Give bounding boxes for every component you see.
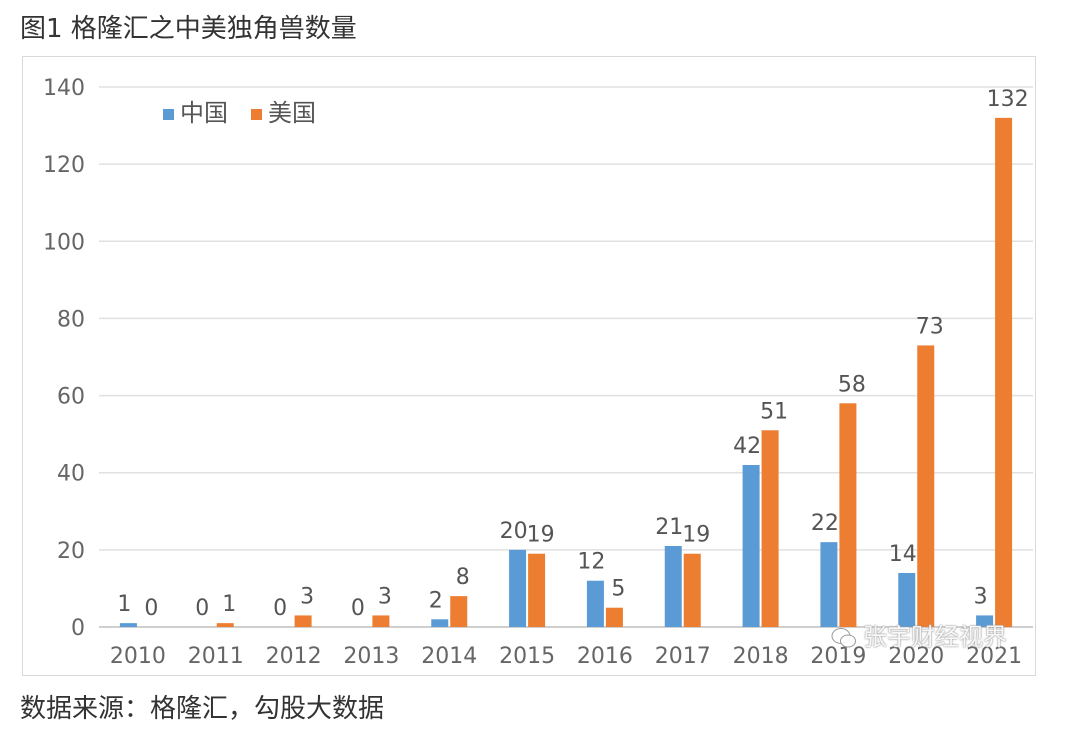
data-label: 21 xyxy=(655,515,683,540)
data-label: 0 xyxy=(351,596,365,621)
watermark-text: 张宇财经视界 xyxy=(863,623,1007,651)
watermark: 张宇财经视界 xyxy=(831,617,1007,652)
x-tick-label: 2020 xyxy=(888,644,944,669)
y-tick-label: 100 xyxy=(43,230,85,255)
data-label: 8 xyxy=(456,565,470,590)
x-tick-label: 2011 xyxy=(188,644,244,669)
bar-usa xyxy=(605,607,623,627)
bar-usa xyxy=(839,403,857,627)
bar-usa xyxy=(528,553,546,627)
bar-usa xyxy=(294,615,312,627)
data-label: 19 xyxy=(527,523,555,548)
bar-china xyxy=(431,619,449,627)
y-tick-label: 120 xyxy=(43,153,85,178)
x-tick-label: 2017 xyxy=(655,644,711,669)
bar-china xyxy=(664,546,682,627)
data-label: 2 xyxy=(429,588,443,613)
data-label: 0 xyxy=(144,596,158,621)
bar-china xyxy=(820,542,838,627)
data-label: 1 xyxy=(222,592,236,617)
x-tick-label: 2012 xyxy=(266,644,322,669)
bar-usa xyxy=(761,430,779,627)
bar-china xyxy=(898,573,916,627)
y-tick-label: 140 xyxy=(43,76,85,101)
data-label: 22 xyxy=(811,511,839,536)
bar-usa xyxy=(450,596,468,627)
legend-swatch xyxy=(251,109,262,120)
data-label: 132 xyxy=(987,87,1029,112)
data-label: 19 xyxy=(682,523,710,548)
bar-china xyxy=(119,623,137,627)
data-source: 数据来源：格隆汇，勾股大数据 xyxy=(20,694,385,724)
legend-swatch xyxy=(163,109,174,120)
data-label: 1 xyxy=(117,592,131,617)
x-tick-label: 2019 xyxy=(810,644,866,669)
data-label: 3 xyxy=(974,584,988,609)
bar-china xyxy=(976,615,994,627)
y-tick-label: 40 xyxy=(57,462,85,487)
bar-usa xyxy=(216,623,234,627)
data-label: 20 xyxy=(500,519,528,544)
data-label: 5 xyxy=(611,577,625,602)
y-tick-label: 60 xyxy=(57,385,85,410)
x-tick-label: 2010 xyxy=(110,644,166,669)
legend-label: 美国 xyxy=(268,99,316,127)
data-label: 14 xyxy=(889,542,917,567)
data-label: 0 xyxy=(273,596,287,621)
x-tick-label: 2014 xyxy=(421,644,477,669)
wechat-icon xyxy=(831,627,857,649)
bar-china xyxy=(509,549,527,627)
bar-usa xyxy=(683,553,701,627)
bar-usa xyxy=(917,345,935,627)
legend-label: 中国 xyxy=(180,99,228,127)
x-tick-label: 2018 xyxy=(733,644,789,669)
bar-china xyxy=(586,580,604,627)
data-label: 42 xyxy=(733,434,761,459)
bar-usa xyxy=(372,615,390,627)
x-tick-label: 2016 xyxy=(577,644,633,669)
x-tick-label: 2013 xyxy=(343,644,399,669)
figure-title: 图1 格隆汇之中美独角兽数量 xyxy=(20,14,357,44)
data-label: 58 xyxy=(838,372,866,397)
data-label: 3 xyxy=(378,584,392,609)
chart-area: 0 20 40 60 80 100 120 140 1 0 2010 0 1 2011 0 3 2012 0 3 20… xyxy=(22,56,1036,676)
y-tick-label: 80 xyxy=(57,307,85,332)
y-tick-label: 0 xyxy=(71,616,85,641)
data-label: 3 xyxy=(300,584,314,609)
bar-usa xyxy=(995,117,1013,627)
data-label: 12 xyxy=(577,550,605,575)
x-tick-label: 2021 xyxy=(966,644,1022,669)
x-tick-label: 2015 xyxy=(499,644,555,669)
bar-china xyxy=(742,465,760,627)
data-label: 0 xyxy=(195,596,209,621)
y-tick-label: 20 xyxy=(57,539,85,564)
data-label: 51 xyxy=(760,399,788,424)
data-label: 73 xyxy=(916,314,944,339)
